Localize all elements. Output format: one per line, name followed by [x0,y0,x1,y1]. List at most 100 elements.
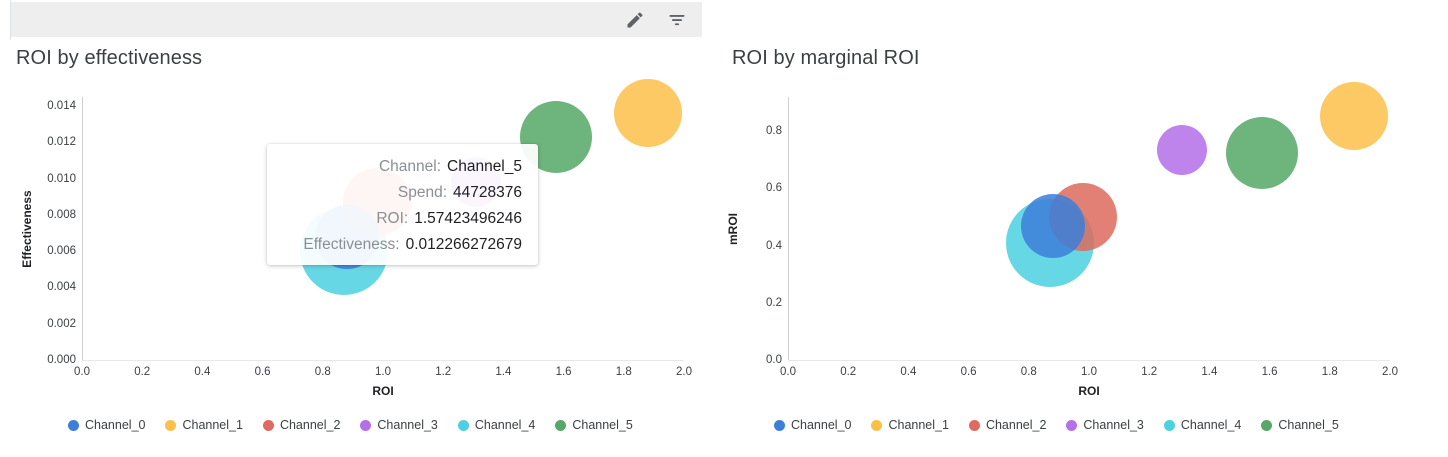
legend-item-label: Channel_4 [474,418,536,432]
x-tick-label: 1.0 [375,366,391,378]
filter-icon[interactable] [660,3,694,37]
legend-swatch-icon [165,419,177,431]
y-tick-label: 0.0 [766,354,782,366]
legend-item-channel_1[interactable]: Channel_1 [165,418,243,432]
y-tick-label: 0.6 [766,182,782,195]
tooltip-row: Spend: 44728376 [279,182,522,204]
tooltip-key: ROI: [376,210,409,227]
tooltip-value: 44728376 [453,184,522,201]
y-axis-line [788,97,789,360]
tooltip-value: Channel_5 [447,158,522,175]
x-tick-label: 1.6 [555,366,572,378]
legend-swatch-icon [968,419,980,431]
y-tick-label: 0.010 [47,172,76,185]
chart-toolbar [11,2,702,37]
x-axis-title: ROI [1078,384,1100,398]
legend-swatch-icon [871,419,883,431]
legend-item-label: Channel_2 [279,418,341,432]
legend-item-channel_0[interactable]: Channel_0 [774,418,851,432]
page-title-left: ROI by effectiveness [16,47,203,69]
legend-swatch-icon [1261,419,1273,431]
x-tick-label: 0.2 [134,366,151,378]
legend-item-label: Channel_2 [985,418,1047,432]
x-tick-label: 0.0 [74,366,90,378]
tooltip-key: Effectiveness: [303,236,400,253]
toolbar-left-rail [0,0,11,40]
legend-item-label: Channel_5 [572,418,633,432]
legend-swatch-icon [457,419,469,431]
legend-item-channel_4[interactable]: Channel_4 [1163,418,1242,432]
chart-legend-left[interactable]: Channel_0 Channel_1 Channel_2 Channel_3 Chan… [68,418,633,432]
bubble-channel_0[interactable] [1020,193,1085,258]
tooltip-row: ROI: 1.57423496246 [279,208,522,230]
x-tick-label: 2.0 [1382,366,1398,378]
legend-item-label: Channel_4 [1180,418,1242,432]
page-title-right: ROI by marginal ROI [732,47,920,69]
y-tick-label: 0.004 [47,281,76,294]
y-tick-label: 0.000 [47,354,76,366]
tooltip-row: Effectiveness: 0.012266272679 [279,234,522,256]
bubble-channel_1[interactable] [613,79,682,148]
y-axis-line [82,97,83,360]
legend-swatch-icon [1066,419,1078,431]
legend-item-channel_4[interactable]: Channel_4 [457,418,536,432]
panel-roi-by-marginal-roi: ROI by marginal ROI 0.0 0.2 0.4 0.6 0.8 0.0 0.… [716,0,1448,457]
x-tick-label: 0.2 [840,366,857,378]
scatter-plot-mroi[interactable]: 0.0 0.2 0.4 0.6 0.8 0.0 0.2 0.4 0.6 0.8 1.0 1.2 1.4 1… [716,0,1448,457]
x-tick-label: 1.4 [1201,366,1218,378]
tooltip-row: Channel: Channel_5 [279,156,522,178]
legend-swatch-icon [68,419,79,431]
x-axis-line [788,360,1390,361]
y-tick-label: 0.2 [766,296,782,309]
y-tick-label: 0.4 [766,239,782,252]
legend-item-channel_5[interactable]: Channel_5 [555,418,633,432]
legend-item-channel_5[interactable]: Channel_5 [1261,418,1339,432]
x-tick-label: 0.4 [194,366,211,378]
edit-pencil-icon[interactable] [618,3,652,37]
legend-swatch-icon [1163,419,1175,431]
tooltip-key: Channel: [378,158,442,175]
legend-item-channel_2[interactable]: Channel_2 [262,418,341,432]
legend-item-channel_1[interactable]: Channel_1 [871,418,949,432]
legend-item-label: Channel_3 [377,418,438,432]
chart-tooltip: Channel: Channel_5 Spend: 44728376 ROI: 1.574… [267,144,538,265]
bubble-channel_1[interactable] [1319,81,1388,150]
tooltip-value: 0.012266272679 [405,236,522,253]
y-tick-label: 0.002 [47,317,76,330]
legend-item-label: Channel_1 [888,418,949,432]
legend-item-channel_2[interactable]: Channel_2 [968,418,1047,432]
legend-item-label: Channel_3 [1083,418,1144,432]
bubble-channel_3[interactable] [1157,124,1208,175]
x-tick-label: 1.8 [1321,366,1338,378]
x-tick-label: 0.4 [900,366,917,378]
legend-item-channel_0[interactable]: Channel_0 [68,418,145,432]
x-tick-label: 1.6 [1261,366,1278,378]
x-tick-label: 0.8 [1020,366,1037,378]
y-axis-title: mROI [726,212,740,245]
x-tick-label: 1.4 [495,366,512,378]
x-tick-label: 1.2 [435,366,452,378]
legend-swatch-icon [555,419,567,431]
y-tick-label: 0.008 [47,208,76,221]
legend-swatch-icon [774,419,785,431]
legend-item-channel_3[interactable]: Channel_3 [1066,418,1144,432]
x-axis-title: ROI [372,384,394,398]
tooltip-key: Spend: [397,184,448,201]
x-axis-line [82,360,684,361]
bubble-channel_5[interactable] [1225,116,1298,189]
y-tick-label: 0.012 [47,136,76,149]
x-tick-label: 0.8 [314,366,331,378]
y-axis-title: Effectiveness [20,189,34,268]
legend-item-label: Channel_5 [1278,418,1339,432]
chart-legend-right[interactable]: Channel_0 Channel_1 Channel_2 Channel_3 Chan… [774,418,1339,432]
x-tick-label: 0.6 [254,366,271,378]
x-tick-label: 1.2 [1141,366,1158,378]
legend-item-channel_3[interactable]: Channel_3 [360,418,438,432]
y-tick-label: 0.014 [47,100,76,113]
x-tick-label: 0.6 [960,366,977,378]
x-tick-label: 2.0 [676,366,692,378]
y-tick-label: 0.006 [47,245,76,258]
tooltip-value: 1.57423496246 [414,210,522,227]
legend-item-label: Channel_1 [182,418,243,432]
y-tick-label: 0.8 [766,125,782,138]
